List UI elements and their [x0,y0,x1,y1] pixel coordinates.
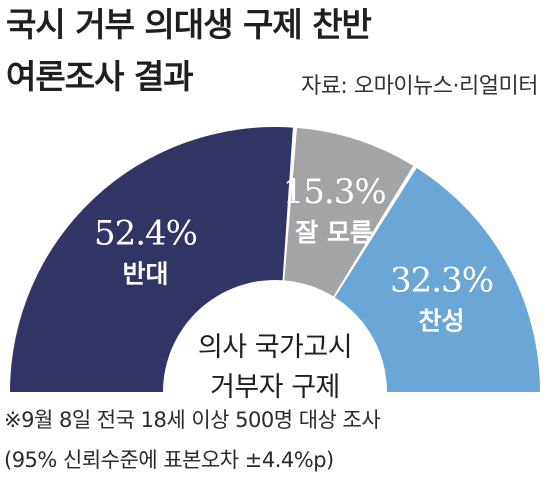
slice-oppose [10,127,293,392]
source-credit: 자료: 오마이뉴스·리얼미터 [300,74,539,99]
category-label-oppose: 반대 [122,259,168,288]
center-label-line1: 의사 국가고시 [198,332,352,363]
value-label-support: 32.3% [390,260,493,300]
value-label-dont-know: 15.3% [283,172,386,212]
footnote-survey-info: ※9월 8일 전국 18세 이상 500명 대상 조사 [4,408,381,432]
category-label-support: 찬성 [418,306,464,335]
footnote-margin-of-error: (95% 신뢰수준에 표본오차 ±4.4%p) [4,448,334,472]
value-label-oppose: 52.4% [94,213,197,253]
chart-title-line2: 여론조사 결과 [6,57,194,96]
slice-support [334,168,540,392]
category-label-dont-know: 잘 모름 [295,218,373,247]
center-label-line2: 거부자 구제 [210,372,340,403]
slice-dont-know [284,127,414,297]
chart-title-line1: 국시 거부 의대생 구제 찬반 [6,5,372,44]
